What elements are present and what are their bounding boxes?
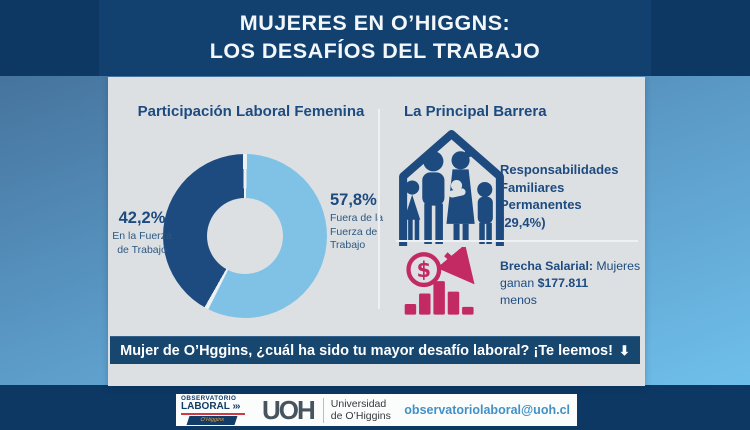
participation-section-title: Participación Laboral Femenina xyxy=(137,103,365,120)
donut-chart xyxy=(163,154,327,318)
wage-gap-icon: $ xyxy=(404,247,475,315)
family-house-icon xyxy=(399,130,504,246)
label-out-force: 57,8% Fuera de la Fuerza de Trabajo xyxy=(330,191,392,253)
uoh-logo: UOH Universidad de O’Higgins xyxy=(262,397,391,423)
label-in-force: 42,2% En la Fuerza de Trabajo xyxy=(108,209,176,257)
horizontal-divider xyxy=(396,240,638,242)
footer-logo-bar: OBSERVATORIO LABORAL ››› O'Higgins UOH U… xyxy=(176,394,577,426)
out-force-caption-line1: Fuera de la xyxy=(330,212,384,224)
infographic-card: Participación Laboral Femenina 42,2% En … xyxy=(108,77,645,386)
page-title-line1: MUJERES EN O’HIGGNS: xyxy=(239,11,511,35)
wage-gap-text: Brecha Salarial: Mujeres ganan $177.811 … xyxy=(500,259,641,307)
observatorio-laboral-logo: OBSERVATORIO LABORAL ››› O'Higgins xyxy=(181,395,253,426)
donut-hole xyxy=(207,198,283,274)
university-name: Universidad de O’Higgins xyxy=(330,397,391,423)
in-force-caption-line1: En la Fuerza xyxy=(112,230,172,242)
chevrons-icon: ››› xyxy=(232,400,240,412)
wage-gap-amount: $177.811 xyxy=(537,276,589,290)
logo-separator xyxy=(322,397,324,423)
in-force-percent: 42,2% xyxy=(118,209,166,227)
out-force-percent: 57,8% xyxy=(330,191,377,209)
uoh-acronym: UOH xyxy=(262,395,316,425)
call-to-action-banner: Mujer de O’Hggins, ¿cuál ha sido tu mayo… xyxy=(110,336,640,364)
page-title-line2: LOS DESAFÍOS DEL TRABAJO xyxy=(209,39,541,63)
vertical-divider xyxy=(378,109,380,309)
page-title: MUJERES EN O’HIGGNS: LOS DESAFÍOS DEL TR… xyxy=(0,9,750,65)
family-responsibilities-text: Responsabilidades Familiares Permanentes… xyxy=(500,162,619,230)
banner-text: Mujer de O’Hggins, ¿cuál ha sido tu mayo… xyxy=(120,342,613,359)
out-force-caption-line3: Trabajo xyxy=(330,239,366,251)
barrier-section-title: La Principal Barrera xyxy=(404,103,547,120)
svg-text:$: $ xyxy=(417,257,432,282)
family-responsibilities-percent: (29,4%) xyxy=(500,214,546,230)
ohiggins-badge: O'Higgins xyxy=(186,416,238,426)
down-arrow-icon: ⬇ xyxy=(618,342,630,358)
out-force-caption-line2: Fuerza de xyxy=(330,225,378,238)
contact-email: observatoriolaboral@uoh.cl xyxy=(404,403,570,417)
wage-gap-label: Brecha Salarial: xyxy=(500,259,593,273)
logo-red-underline xyxy=(181,412,245,415)
in-force-caption-line2: de Trabajo xyxy=(117,243,167,256)
title-panel xyxy=(99,0,651,76)
